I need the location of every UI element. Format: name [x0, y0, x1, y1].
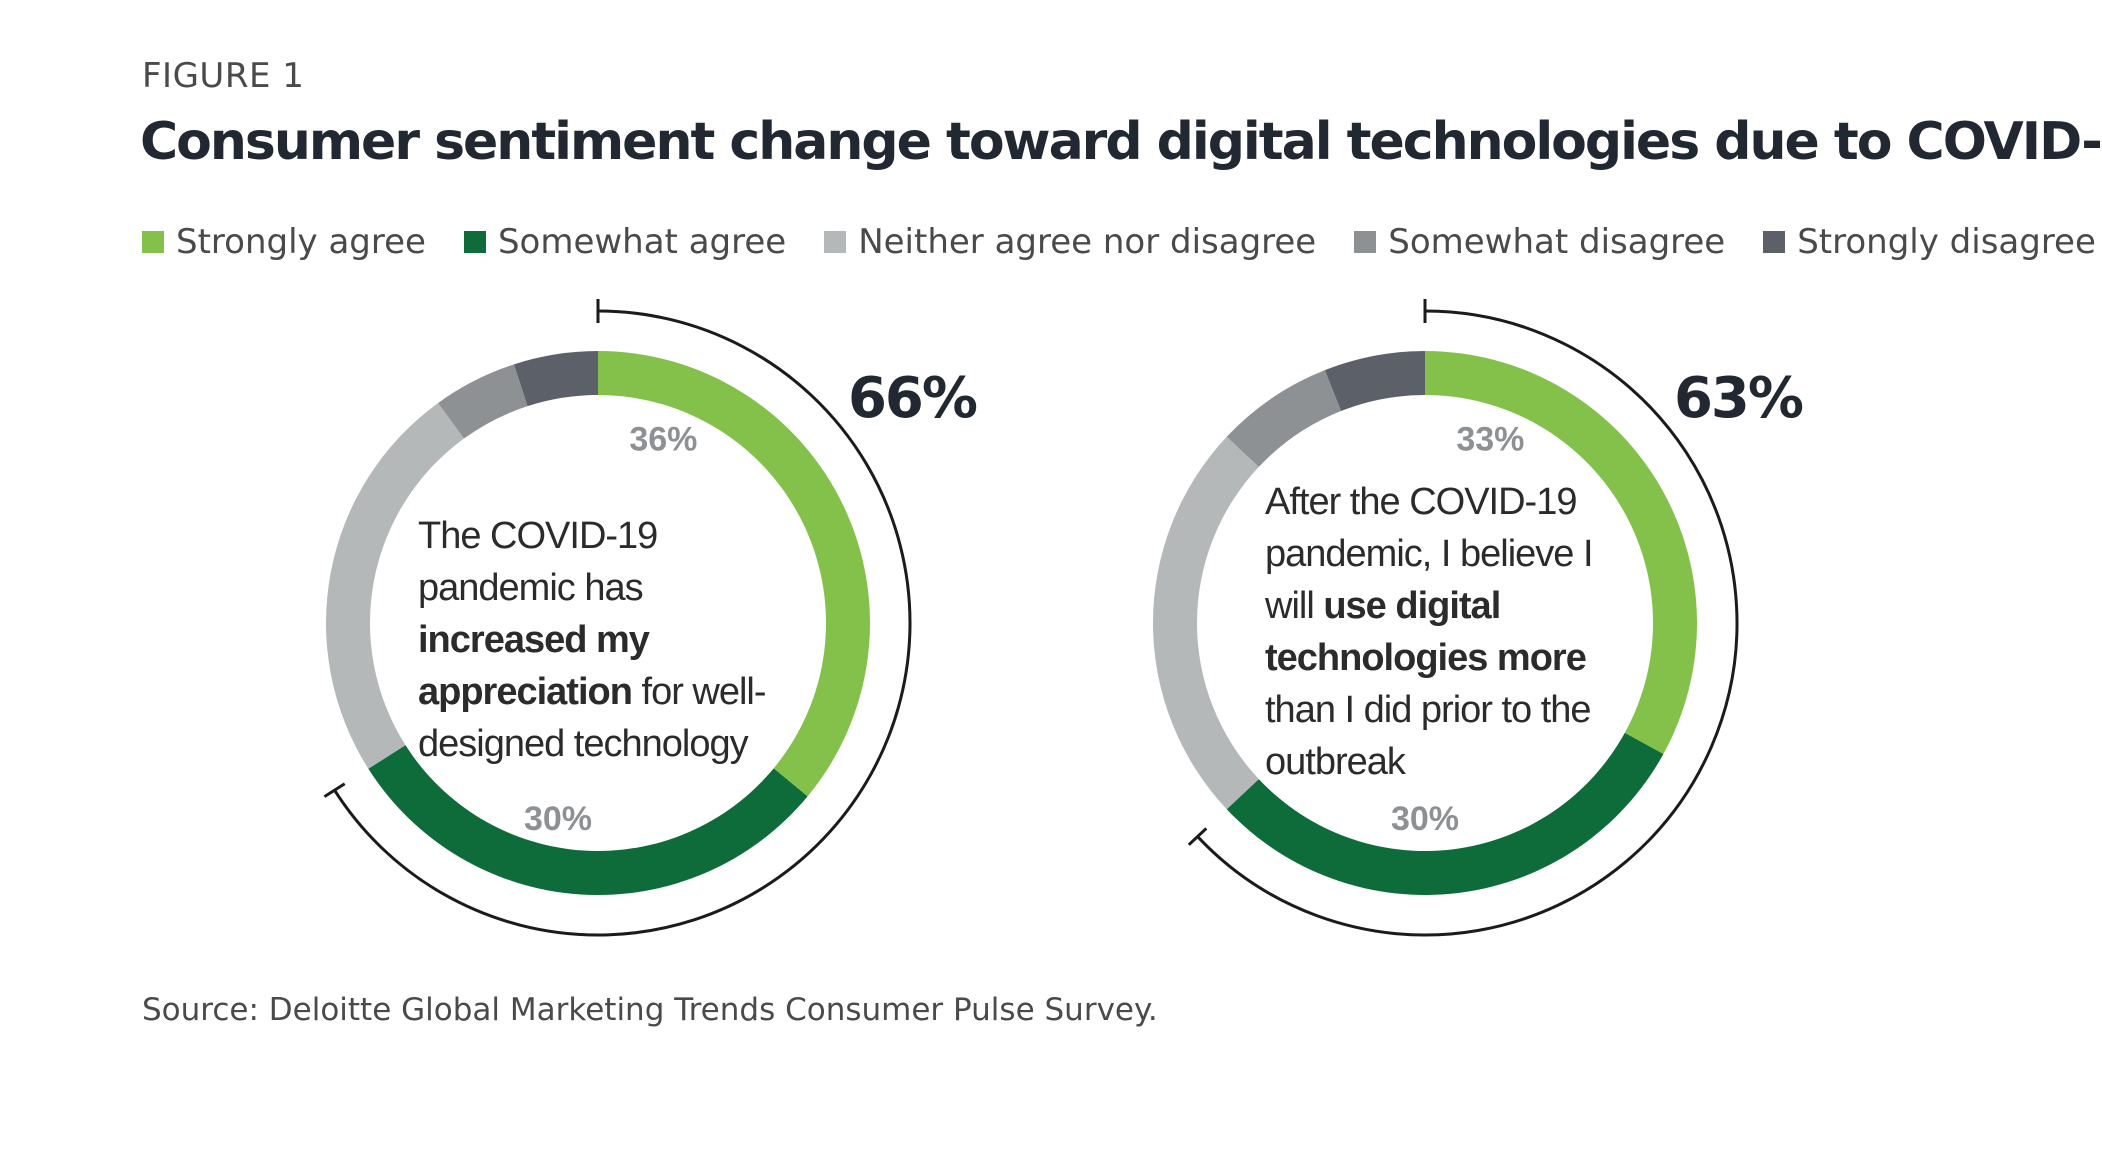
legend-swatch-strongly-disagree: [1763, 231, 1786, 253]
donut-1-agree-bracket: [333, 309, 912, 937]
legend-item-strongly-disagree: Strongly disagree: [1763, 222, 2096, 262]
donut-1-bracket-tick-2: [323, 782, 346, 798]
statement-part-1: increased my appreciation: [418, 619, 650, 713]
donut-2-label-strongly-agree: 33%: [1456, 420, 1524, 458]
legend-label-strongly-agree: Strongly agree: [176, 222, 426, 262]
statement-part-1: use digital technologies more: [1265, 585, 1587, 679]
donut-2: 33% 30% 63%: [1153, 299, 1805, 937]
donut-2-agree-bracket: [1196, 309, 1739, 937]
legend-item-somewhat-disagree: Somewhat disagree: [1354, 222, 1725, 262]
figure-label: FIGURE 1: [142, 56, 305, 96]
donut-2-total-agree: 63%: [1674, 366, 1803, 431]
donut-1-statement: The COVID-19 pandemic has increased my a…: [418, 510, 798, 770]
donut-2-slice-somewhat-agree: [1226, 732, 1664, 895]
donut-1-label-somewhat-agree: 30%: [524, 800, 592, 838]
legend-swatch-somewhat-disagree: [1354, 231, 1377, 253]
donut-1-total-agree: 66%: [848, 366, 977, 431]
chart-title: Consumer sentiment change toward digital…: [140, 112, 2102, 172]
legend-label-strongly-disagree: Strongly disagree: [1797, 222, 2096, 262]
donut-2-label-somewhat-agree: 30%: [1391, 800, 1459, 838]
legend: Strongly agree Somewhat agree Neither ag…: [142, 222, 2096, 262]
donut-2-slice-strongly-disagree: [1324, 351, 1425, 412]
donut-1-slice-strongly-agree: [598, 351, 870, 797]
donut-2-bracket-tick-2: [1187, 827, 1208, 846]
legend-swatch-somewhat-agree: [463, 231, 486, 253]
legend-swatch-strongly-agree: [142, 231, 164, 253]
legend-item-neither: Neither agree nor disagree: [824, 222, 1316, 262]
donut-2-slice-somewhat-disagree: [1226, 370, 1342, 467]
legend-label-neither: Neither agree nor disagree: [858, 222, 1317, 262]
donut-1: 36% 30% 66%: [323, 299, 979, 937]
legend-swatch-neither: [824, 231, 847, 253]
statement-part-0: The COVID-19 pandemic has: [418, 515, 658, 609]
legend-label-somewhat-disagree: Somewhat disagree: [1388, 222, 1726, 262]
donut-1-slice-somewhat-agree: [368, 745, 808, 895]
donut-1-slice-neither: [326, 402, 464, 769]
donut-1-label-strongly-agree: 36%: [629, 420, 697, 458]
source-note: Source: Deloitte Global Marketing Trends…: [142, 992, 1158, 1028]
legend-item-somewhat-agree: Somewhat agree: [463, 222, 787, 262]
donut-2-statement: After the COVID-19 pandemic, I believe I…: [1265, 476, 1625, 788]
donut-1-slice-somewhat-disagree: [438, 364, 528, 439]
statement-part-2: for well-designed technology: [418, 671, 767, 765]
donut-2-slice-neither: [1153, 436, 1259, 810]
statement-part-2: than I did prior to the outbreak: [1265, 689, 1592, 783]
statement-part-0: After the COVID-19 pandemic, I believe I…: [1265, 481, 1594, 627]
legend-item-strongly-agree: Strongly agree: [142, 222, 426, 262]
donut-2-slice-strongly-agree: [1425, 351, 1697, 755]
legend-label-somewhat-agree: Somewhat agree: [497, 222, 787, 262]
donut-1-slice-strongly-disagree: [513, 351, 598, 407]
